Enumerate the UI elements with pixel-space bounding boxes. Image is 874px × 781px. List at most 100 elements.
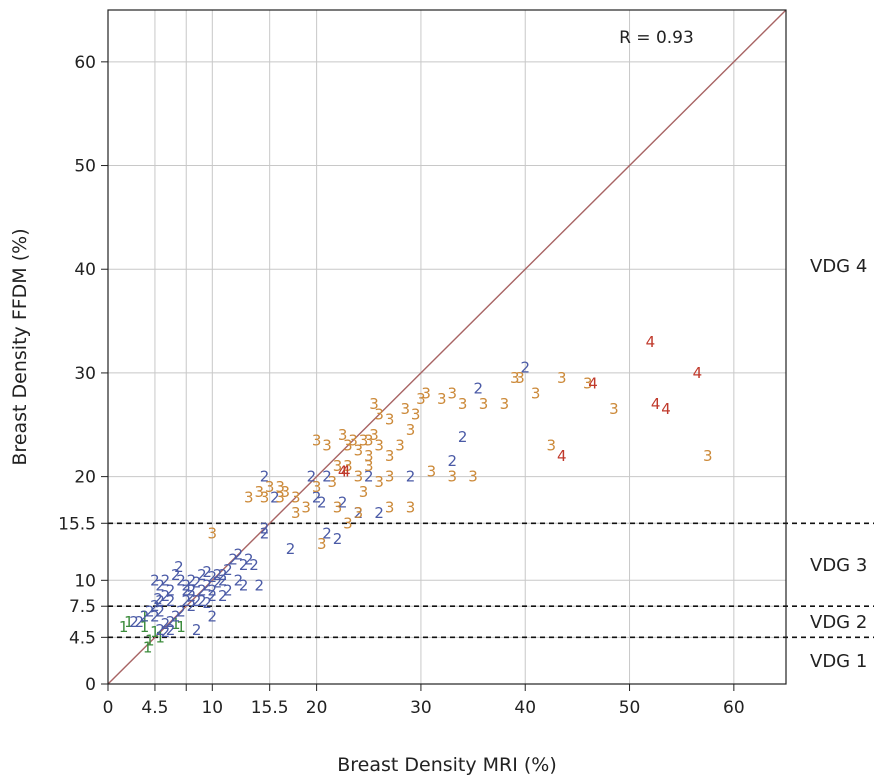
point-grade-2-51: 2 xyxy=(213,566,223,584)
x-tick-label-7: 40 xyxy=(514,698,536,718)
point-grade-3-24: 3 xyxy=(364,447,374,465)
point-grade-3-21: 3 xyxy=(359,431,369,449)
y-tick-label-7: 40 xyxy=(74,260,96,280)
point-grade-2-21: 2 xyxy=(218,566,228,584)
point-grade-2-8: 2 xyxy=(155,576,165,594)
identity-line xyxy=(107,9,787,685)
x-axis-ticks: 0 4.5 10 15.5 20 30 40 50 60 xyxy=(103,684,745,718)
point-grade-3-25: 3 xyxy=(374,437,384,455)
point-grade-3-17: 3 xyxy=(338,426,348,444)
point-grade-2-0: 2 xyxy=(129,613,139,631)
point-grade-3-32: 3 xyxy=(406,421,416,439)
point-grade-3-52: 3 xyxy=(385,468,395,486)
point-grade-2-52: 2 xyxy=(187,571,197,589)
point-grade-3-35: 3 xyxy=(421,385,431,403)
point-grade-3-50: 3 xyxy=(354,468,364,486)
point-grade-2-74: 2 xyxy=(406,468,416,486)
point-grade-4-1: 4 xyxy=(341,462,351,480)
point-grade-3-6: 3 xyxy=(275,488,285,506)
point-grade-2-58: 2 xyxy=(202,594,212,612)
point-grade-2-14: 2 xyxy=(181,576,191,594)
point-grade-3-54: 3 xyxy=(447,468,457,486)
x-tick-label-5: 20 xyxy=(306,698,328,718)
point-grade-2-72: 2 xyxy=(364,468,374,486)
point-grade-3-5: 3 xyxy=(275,478,285,496)
y-tick-label-8: 50 xyxy=(74,157,96,177)
point-grade-2-50: 2 xyxy=(208,582,218,600)
point-grade-2-43: 2 xyxy=(218,587,228,605)
point-grade-2-2: 2 xyxy=(140,608,150,626)
point-grade-3-4: 3 xyxy=(265,478,275,496)
point-grade-1-2: 1 xyxy=(140,618,150,636)
point-grade-2-69: 2 xyxy=(322,525,332,543)
point-grade-3-20: 3 xyxy=(354,442,364,460)
plot-frame xyxy=(107,9,787,685)
point-grade-2-60: 2 xyxy=(260,525,270,543)
point-grade-3-18: 3 xyxy=(343,437,353,455)
point-grade-3-23: 3 xyxy=(369,426,379,444)
point-grade-3-56: 3 xyxy=(406,499,416,517)
point-grade-2-65: 2 xyxy=(312,488,322,506)
point-grade-3-13: 3 xyxy=(327,473,337,491)
point-grade-3-59: 3 xyxy=(343,514,353,532)
point-grade-2-66: 2 xyxy=(317,494,327,512)
point-grade-2-9: 2 xyxy=(150,571,160,589)
point-grade-3-29: 3 xyxy=(385,411,395,429)
density-thresholds xyxy=(108,522,874,639)
point-grade-2-62: 2 xyxy=(270,488,280,506)
point-grade-2-63: 2 xyxy=(286,540,296,558)
point-grade-3-44: 3 xyxy=(557,369,567,387)
point-grade-3-47: 3 xyxy=(547,437,557,455)
point-grade-3-11: 3 xyxy=(312,478,322,496)
point-grade-2-44: 2 xyxy=(234,571,244,589)
point-grade-3-3: 3 xyxy=(260,488,270,506)
point-grade-2-5: 2 xyxy=(155,592,165,610)
point-grade-3-48: 3 xyxy=(703,447,713,465)
x-tick-label-8: 50 xyxy=(619,698,641,718)
point-grade-2-64: 2 xyxy=(307,468,317,486)
point-grade-3-2: 3 xyxy=(254,483,264,501)
point-grade-2-11: 2 xyxy=(171,566,181,584)
y-tick-label-2: 7.5 xyxy=(69,597,96,617)
point-grade-3-7: 3 xyxy=(281,483,291,501)
point-grade-1-1: 1 xyxy=(124,613,134,631)
point-grade-3-31: 3 xyxy=(369,395,379,413)
point-grade-2-73: 2 xyxy=(374,504,384,522)
point-grade-3-43: 3 xyxy=(531,385,541,403)
point-grade-3-36: 3 xyxy=(437,390,447,408)
point-grade-3-0: 3 xyxy=(208,525,218,543)
point-grade-3-10: 3 xyxy=(291,504,301,522)
point-grade-3-60: 3 xyxy=(333,499,343,517)
correlation-label: R = 0.93 xyxy=(619,28,694,48)
point-grade-1-3: 1 xyxy=(145,631,155,649)
point-grade-3-37: 3 xyxy=(447,385,457,403)
x-axis-label: Breast Density MRI (%) xyxy=(337,754,557,776)
point-grade-2-28: 2 xyxy=(254,576,264,594)
point-grade-3-12: 3 xyxy=(317,535,327,553)
x-tick-label-1: 4.5 xyxy=(141,698,168,718)
point-grade-1-8: 1 xyxy=(176,618,186,636)
point-grade-3-53: 3 xyxy=(427,462,437,480)
point-grade-4-2: 4 xyxy=(557,447,567,465)
point-grade-3-55: 3 xyxy=(468,468,478,486)
point-grade-3-14: 3 xyxy=(333,457,343,475)
point-grade-2-10: 2 xyxy=(161,571,171,589)
point-grade-2-34: 2 xyxy=(176,602,186,620)
point-grade-2-31: 2 xyxy=(208,587,218,605)
point-grade-2-4: 2 xyxy=(150,597,160,615)
point-grade-3-1: 3 xyxy=(244,488,254,506)
vdg-label-0: VDG 1 xyxy=(810,651,867,672)
y-tick-label-9: 60 xyxy=(74,53,96,73)
y-axis-ticks: 0 4.5 7.5 10 15.5 20 30 40 50 60 xyxy=(58,53,108,695)
y-tick-label-6: 30 xyxy=(74,364,96,384)
point-grade-2-49: 2 xyxy=(202,576,212,594)
point-grade-4-0: 4 xyxy=(338,462,348,480)
point-grade-1-4: 1 xyxy=(150,623,160,641)
point-grade-2-26: 2 xyxy=(244,551,254,569)
x-tick-label-9: 60 xyxy=(723,698,745,718)
point-grade-2-16: 2 xyxy=(192,573,202,591)
point-grade-3-57: 3 xyxy=(385,499,395,517)
point-grade-3-30: 3 xyxy=(374,405,384,423)
y-tick-label-0: 0 xyxy=(85,675,96,695)
